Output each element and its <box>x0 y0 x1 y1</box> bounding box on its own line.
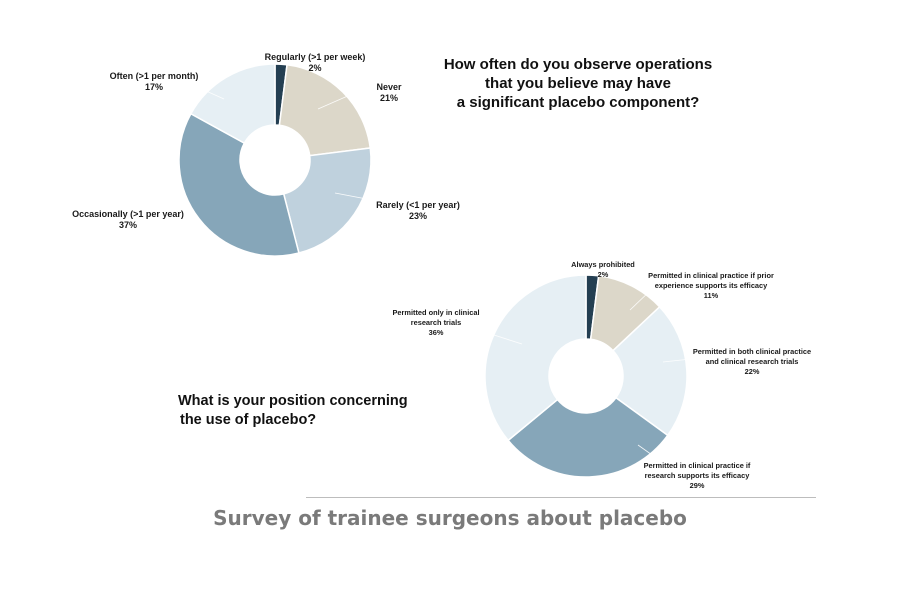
chart-2-title-line: the use of placebo? <box>180 412 317 428</box>
chart-1-title: How often do you observe operations that… <box>428 55 728 112</box>
slice-label: Permitted in clinical practice if prior e… <box>648 271 774 300</box>
slice-label: Always prohibited 2% <box>571 260 635 279</box>
leader-line <box>334 192 399 206</box>
donut-slice <box>484 274 587 442</box>
slice-label: Often (>1 per month) 17% <box>110 71 199 92</box>
divider-line <box>306 497 816 498</box>
slice-label: Regularly (>1 per week) 2% <box>265 52 366 73</box>
chart-2-title-line: What is your position concerning <box>178 393 408 409</box>
slide-caption: Survey of trainee surgeons about placebo <box>213 506 687 530</box>
slice-label: Occasionally (>1 per year) 37% <box>72 209 184 230</box>
slice-label: Rarely (<1 per year) 23% <box>376 200 460 221</box>
slice-label: Permitted in both clinical practice and c… <box>693 347 811 376</box>
donut-slice <box>278 63 372 157</box>
chart-1-title-line: How often do you observe operations <box>443 56 713 73</box>
chart-2-title: What is your position concerning the use… <box>178 392 438 430</box>
leader-line <box>471 327 523 345</box>
leader-line <box>185 81 225 100</box>
donut-slice <box>611 305 688 437</box>
leader-line <box>662 357 701 363</box>
leader-line <box>317 83 376 110</box>
chart-1-title-line: a significant placebo component? <box>456 94 700 111</box>
leader-line <box>637 444 663 463</box>
slice-label: Never 21% <box>376 82 402 103</box>
donut-slice <box>507 396 669 478</box>
leader-line <box>629 289 652 311</box>
donut-slice <box>282 147 372 254</box>
donut-slice <box>178 112 300 257</box>
slice-label: Permitted only in clinical research trial… <box>392 308 479 337</box>
slice-label: Permitted in clinical practice if researc… <box>644 461 751 490</box>
chart-1-title-line: that you believe may have <box>485 75 671 92</box>
